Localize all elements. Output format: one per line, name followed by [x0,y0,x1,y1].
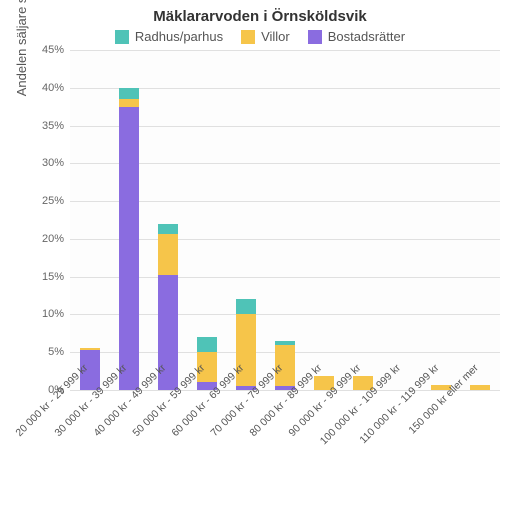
bar-segment [119,99,139,107]
bar-chart: Mäklararvoden i Örnsköldsvik Radhus/parh… [0,0,520,520]
y-axis-title: Andelen säljare som betalat arvodet [14,0,29,96]
x-tick-label: 90 000 kr - 99 999 kr [287,362,364,439]
legend-label: Radhus/parhus [135,29,223,44]
legend-label: Bostadsrätter [328,29,405,44]
legend-label: Villor [261,29,290,44]
bar-stack [119,88,139,390]
legend-item: Radhus/parhus [115,29,223,44]
y-tick-label: 25% [42,195,70,207]
x-tick-label: 70 000 kr - 79 999 kr [208,362,285,439]
y-tick-label: 30% [42,157,70,169]
bar-segment [158,234,178,276]
y-tick-label: 15% [42,271,70,283]
y-tick-label: 35% [42,120,70,132]
legend-swatch [115,30,129,44]
x-tick-label: 50 000 kr - 59 999 kr [130,362,207,439]
legend-swatch [241,30,255,44]
legend-item: Bostadsrätter [308,29,405,44]
chart-title: Mäklararvoden i Örnsköldsvik [8,8,512,25]
x-tick-label: 60 000 kr - 69 999 kr [169,362,246,439]
bar-segment [236,299,256,314]
y-tick-label: 40% [42,82,70,94]
bars-layer [70,50,500,390]
x-tick-label: 80 000 kr - 89 999 kr [248,362,325,439]
bar-segment [197,337,217,352]
x-tick-label: 40 000 kr - 49 999 kr [91,362,168,439]
y-tick-label: 10% [42,308,70,320]
bar-segment [119,88,139,99]
legend-item: Villor [241,29,290,44]
x-tick-label: 30 000 kr - 39 999 kr [52,362,129,439]
y-tick-label: 20% [42,233,70,245]
x-tick-label: 20 000 kr - 29 999 kr [13,362,90,439]
x-tick-label: 150 000 kr eller mer [406,362,481,437]
legend-swatch [308,30,322,44]
bar-segment [158,224,178,234]
x-axis-labels: 20 000 kr - 29 999 kr30 000 kr - 39 999 … [62,356,492,496]
plot-area: MäklarOfferter 0%5%10%15%20%25%30%35%40%… [70,50,500,390]
bar-segment [119,107,139,390]
chart-legend: Radhus/parhus Villor Bostadsrätter [8,29,512,44]
y-tick-label: 45% [42,44,70,56]
